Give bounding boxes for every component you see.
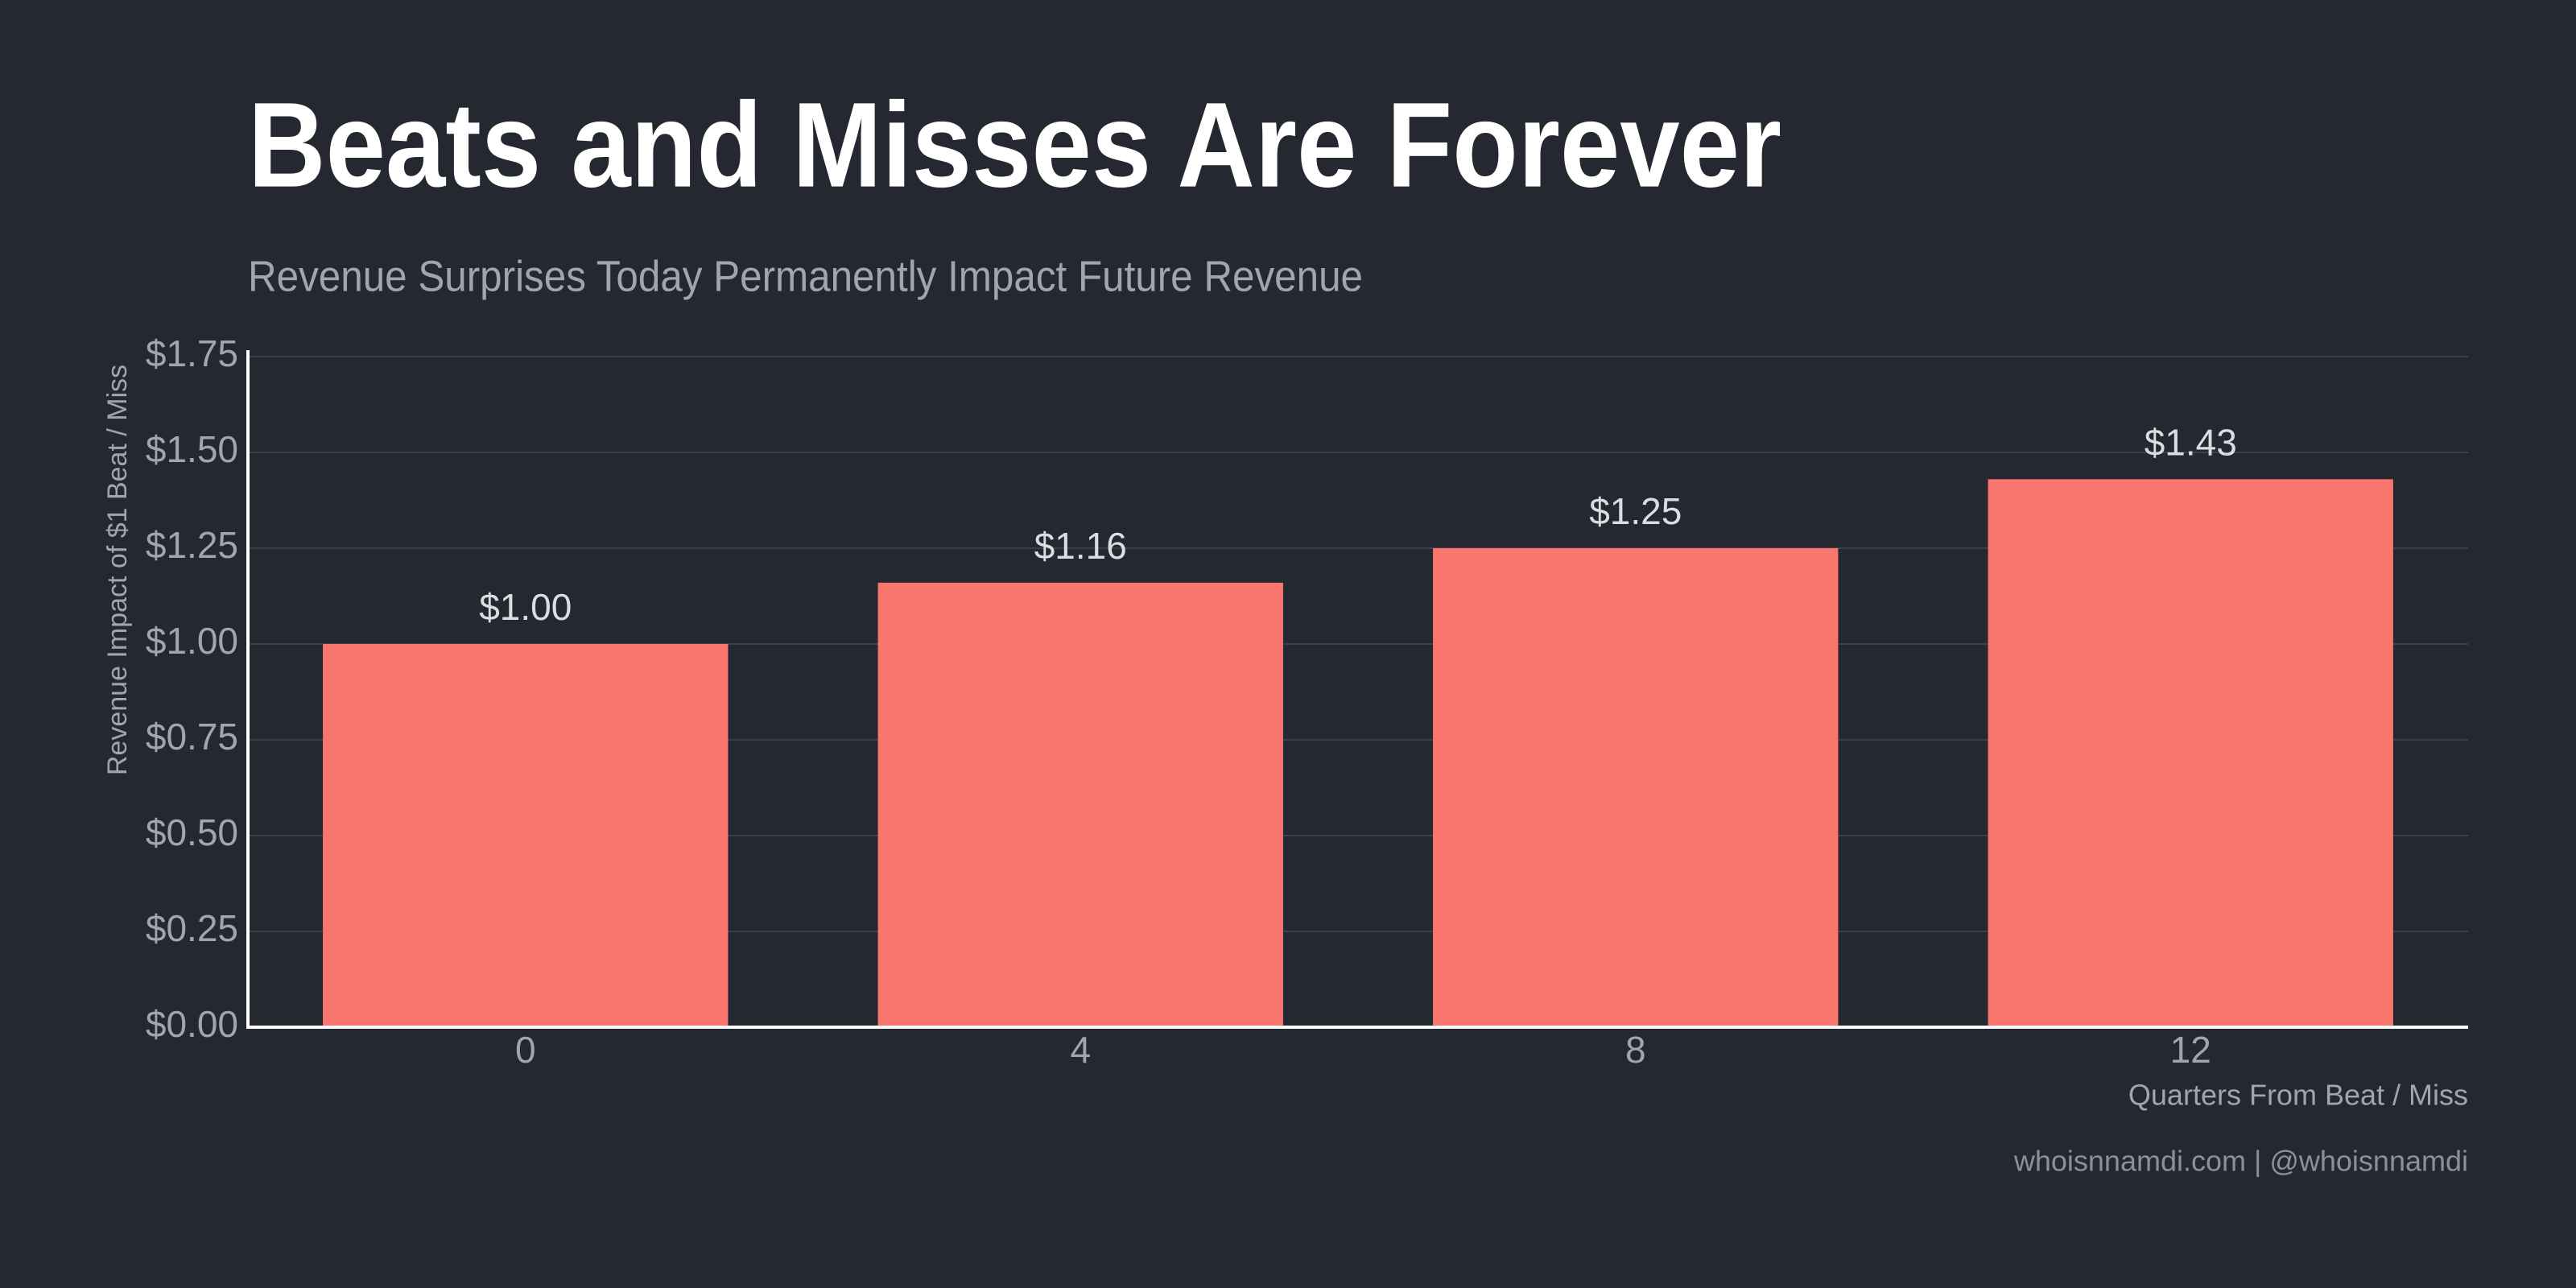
y-tick-label: $1.00 [146,620,238,662]
y-tick-label: $0.25 [146,907,238,949]
caption: whoisnnamdi.com | @whoisnnamdi [2013,1145,2468,1178]
y-tick-label: $1.50 [146,428,238,470]
x-tick-label: 12 [2170,1029,2211,1071]
y-axis-title: Revenue Impact of $1 Beat / Miss [102,365,133,775]
value-label: $1.25 [1589,490,1682,532]
value-label: $1.00 [479,586,572,628]
x-tick-label: 8 [1625,1029,1646,1071]
bar [323,644,729,1027]
x-axis-title: Quarters From Beat / Miss [2128,1079,2468,1112]
value-label: $1.43 [2145,421,2237,463]
bar [1433,548,1839,1027]
y-tick-label: $1.25 [146,524,238,566]
x-tick-label: 0 [515,1029,536,1071]
bar [877,582,1283,1027]
bar [1988,479,2393,1027]
y-tick-label: $1.75 [146,332,238,374]
chart-title: Beats and Misses Are Forever [248,77,1781,213]
y-tick-label: $0.50 [146,811,238,853]
y-tick-label: $0.75 [146,716,238,758]
chart-subtitle: Revenue Surprises Today Permanently Impa… [248,252,1363,300]
x-tick-label: 4 [1070,1029,1091,1071]
value-label: $1.16 [1034,525,1127,567]
y-tick-label: $0.00 [146,1003,238,1045]
